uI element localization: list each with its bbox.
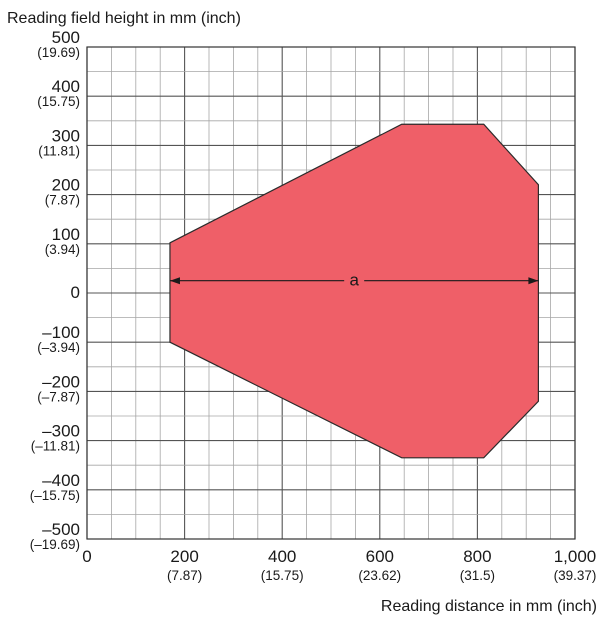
y-tick-sublabel: (19.69) bbox=[37, 45, 80, 60]
y-axis-label: Reading field height in mm (inch) bbox=[7, 10, 241, 27]
y-tick-sublabel: (3.94) bbox=[45, 242, 80, 257]
y-tick-label: 100 bbox=[52, 225, 80, 244]
x-tick-sublabel: (15.75) bbox=[261, 568, 304, 583]
y-tick-label: –500 bbox=[42, 520, 80, 539]
x-tick-sublabel: (39.37) bbox=[554, 568, 597, 583]
y-tick-sublabel: (–15.75) bbox=[30, 488, 80, 503]
y-tick-sublabel: (–19.69) bbox=[30, 537, 80, 552]
y-tick-label: –200 bbox=[42, 372, 80, 391]
y-tick-sublabel: (11.81) bbox=[38, 143, 80, 158]
y-tick-label: –300 bbox=[42, 422, 80, 441]
reading-field-layer bbox=[169, 123, 540, 459]
y-tick-sublabel: (–11.81) bbox=[31, 439, 80, 454]
y-tick-label: 500 bbox=[52, 28, 80, 47]
y-tick-sublabel: (–7.87) bbox=[37, 389, 80, 404]
plot-frame bbox=[86, 46, 576, 540]
y-tick-label: 400 bbox=[52, 77, 80, 96]
dimension-arrow-right bbox=[528, 277, 539, 285]
y-tick-sublabel: (–3.94) bbox=[37, 340, 80, 355]
x-axis-label: Reading distance in mm (inch) bbox=[381, 598, 597, 615]
x-tick-label: 0 bbox=[82, 547, 91, 566]
x-tick-label: 400 bbox=[268, 547, 296, 566]
dimension-arrow-left bbox=[169, 277, 180, 285]
x-axis-ticks: 0 200 (7.87) 400 (15.75) 600 (23.62) 800 (31.5) 1… bbox=[82, 547, 596, 583]
y-tick-label: –100 bbox=[42, 323, 80, 342]
y-tick-label: 0 bbox=[71, 283, 80, 302]
reading-field-area bbox=[169, 123, 540, 459]
dimension-layer: a bbox=[169, 271, 539, 290]
x-tick-sublabel: (7.87) bbox=[167, 568, 202, 583]
y-tick-sublabel: (15.75) bbox=[37, 94, 80, 109]
x-tick-sublabel: (31.5) bbox=[460, 568, 495, 583]
y-tick-sublabel: (7.87) bbox=[45, 193, 80, 208]
y-tick-label: 200 bbox=[52, 176, 80, 195]
x-tick-label: 200 bbox=[170, 547, 198, 566]
dimension-label: a bbox=[349, 271, 359, 290]
y-tick-label: 300 bbox=[52, 126, 80, 145]
y-tick-label: –400 bbox=[42, 471, 80, 490]
x-tick-label: 1,000 bbox=[554, 547, 597, 566]
x-tick-label: 600 bbox=[366, 547, 394, 566]
x-tick-label: 800 bbox=[463, 547, 491, 566]
y-axis-ticks: 500(19.69) 400(15.75) 300(11.81) 200(7.87) 1… bbox=[30, 28, 80, 552]
x-tick-sublabel: (23.62) bbox=[358, 568, 401, 583]
